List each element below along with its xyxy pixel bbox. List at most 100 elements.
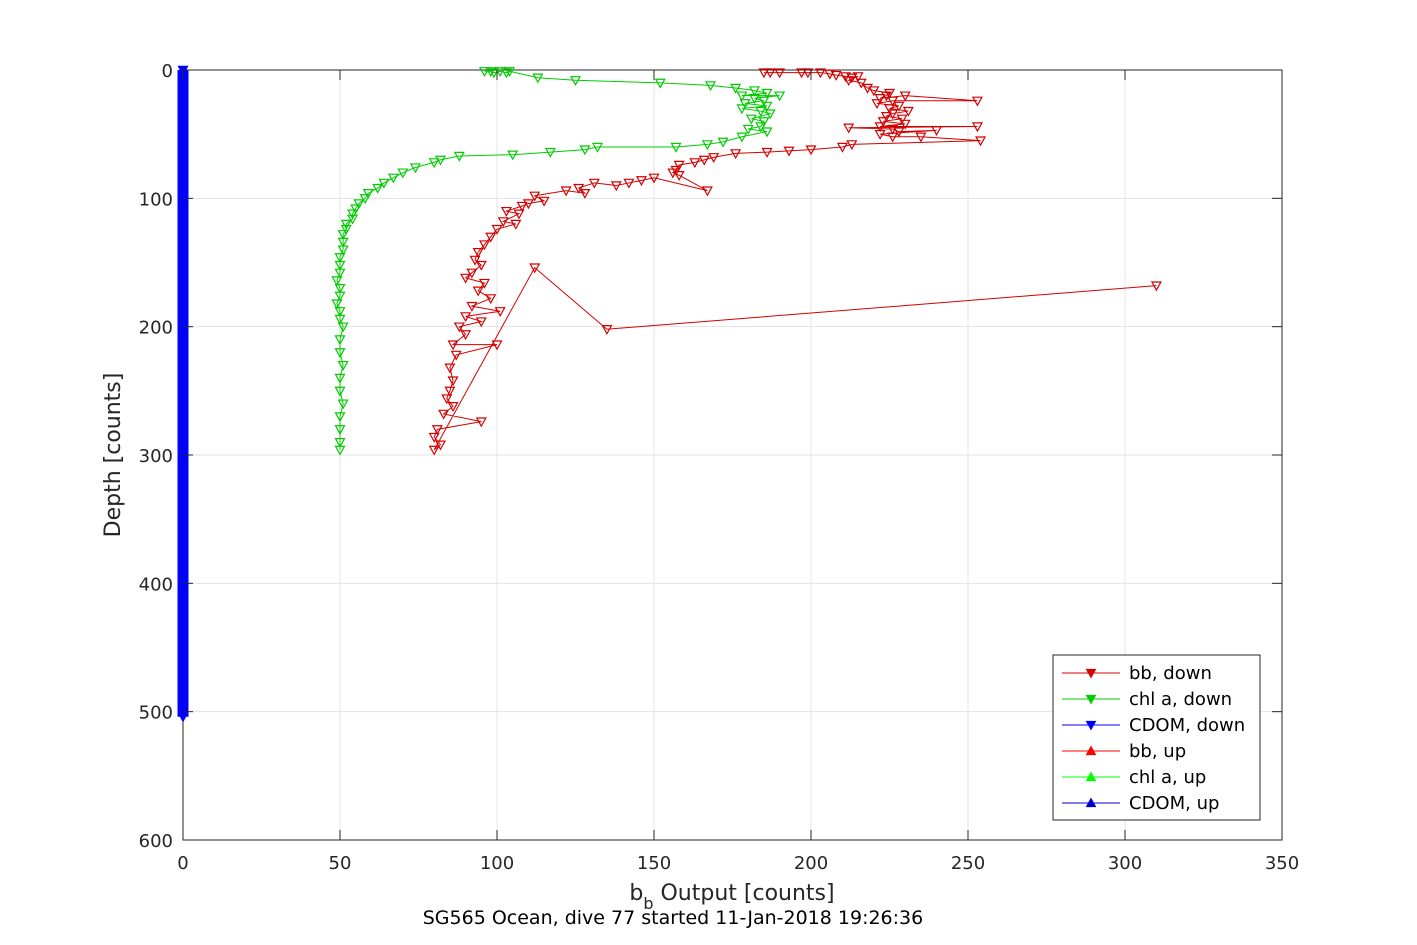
- data-point: [340, 219, 352, 230]
- data-point: [460, 330, 472, 341]
- data-point: [485, 294, 497, 305]
- data-point: [880, 111, 892, 122]
- data-point: [494, 307, 506, 318]
- data-point: [654, 78, 666, 89]
- data-point: [761, 88, 773, 99]
- data-point: [444, 363, 456, 374]
- data-point: [544, 147, 556, 158]
- data-point: [836, 142, 848, 153]
- data-point: [469, 255, 481, 266]
- data-point: [708, 153, 720, 164]
- data-point: [438, 409, 450, 420]
- data-point: [334, 445, 346, 456]
- data-point: [337, 399, 349, 410]
- data-point: [488, 68, 500, 79]
- data-point: [887, 96, 899, 107]
- data-point: [623, 178, 635, 189]
- series-cdom-down: [177, 65, 189, 723]
- x-tick-label: 50: [329, 853, 352, 874]
- data-point: [334, 335, 346, 346]
- data-point: [748, 94, 760, 104]
- data-point: [334, 283, 346, 294]
- series-bb-down: [428, 68, 1162, 456]
- legend-marker: [1085, 668, 1097, 679]
- data-point: [460, 273, 472, 284]
- data-point: [334, 348, 346, 359]
- series-layer: [177, 65, 1162, 723]
- x-tick-label: 300: [1108, 853, 1142, 874]
- data-point: [507, 150, 519, 161]
- data-point: [362, 189, 374, 199]
- data-point: [478, 67, 490, 78]
- data-point: [447, 340, 459, 351]
- data-point: [538, 196, 550, 207]
- data-point: [334, 437, 346, 448]
- data-point: [491, 340, 503, 351]
- data-point: [673, 160, 685, 171]
- data-point: [472, 286, 484, 297]
- data-point: [701, 140, 713, 151]
- data-point: [334, 268, 346, 279]
- data-point: [337, 230, 349, 241]
- data-point: [513, 209, 525, 220]
- data-point: [529, 191, 541, 202]
- data-point: [378, 178, 390, 189]
- data-point: [635, 176, 647, 187]
- data-point: [331, 299, 343, 310]
- data-point: [334, 291, 346, 302]
- data-point: [337, 245, 349, 256]
- data-point: [971, 122, 983, 133]
- data-point: [353, 199, 365, 210]
- data-point: [874, 122, 886, 133]
- data-point: [748, 86, 760, 97]
- data-point: [755, 122, 767, 133]
- legend-marker: [1085, 720, 1097, 731]
- data-point: [883, 88, 896, 99]
- data-point: [350, 204, 362, 215]
- y-tick-label: 100: [139, 189, 173, 210]
- data-point: [478, 240, 490, 251]
- data-point: [673, 171, 685, 181]
- data-point: [472, 248, 484, 258]
- data-point: [796, 68, 808, 79]
- x-tick-label: 250: [951, 853, 985, 874]
- data-point: [529, 263, 541, 274]
- data-point: [893, 127, 905, 138]
- data-point: [689, 158, 701, 169]
- legend-label: bb, up: [1129, 741, 1186, 762]
- data-point: [334, 412, 346, 423]
- data-point: [758, 96, 770, 107]
- data-point: [896, 114, 908, 125]
- y-tick-label: 600: [139, 831, 173, 852]
- data-point: [868, 86, 880, 97]
- legend-marker: [1085, 771, 1097, 782]
- data-point: [337, 360, 349, 371]
- data-point: [899, 91, 911, 102]
- data-point: [758, 68, 770, 79]
- data-point: [761, 147, 773, 158]
- data-point: [830, 70, 842, 81]
- x-tick-label: 200: [794, 853, 828, 874]
- data-point: [764, 68, 776, 79]
- x-axis-label: bb Output [counts]: [629, 881, 834, 913]
- data-point: [899, 119, 911, 130]
- y-tick-label: 500: [139, 703, 173, 724]
- data-point: [736, 132, 748, 143]
- y-tick-label: 400: [139, 574, 173, 595]
- data-point: [758, 117, 770, 128]
- x-tick-label: 150: [637, 853, 671, 874]
- data-point: [701, 186, 713, 197]
- data-point: [670, 142, 682, 153]
- data-point: [761, 127, 773, 138]
- y-tick-label: 300: [139, 446, 173, 467]
- legend-label: chl a, up: [1129, 767, 1206, 788]
- data-point: [931, 126, 943, 137]
- data-point: [428, 158, 440, 169]
- data-point: [698, 155, 710, 166]
- data-point: [494, 67, 506, 78]
- data-point: [497, 217, 509, 228]
- data-point: [730, 149, 742, 160]
- data-point: [475, 417, 487, 428]
- data-point: [331, 276, 343, 287]
